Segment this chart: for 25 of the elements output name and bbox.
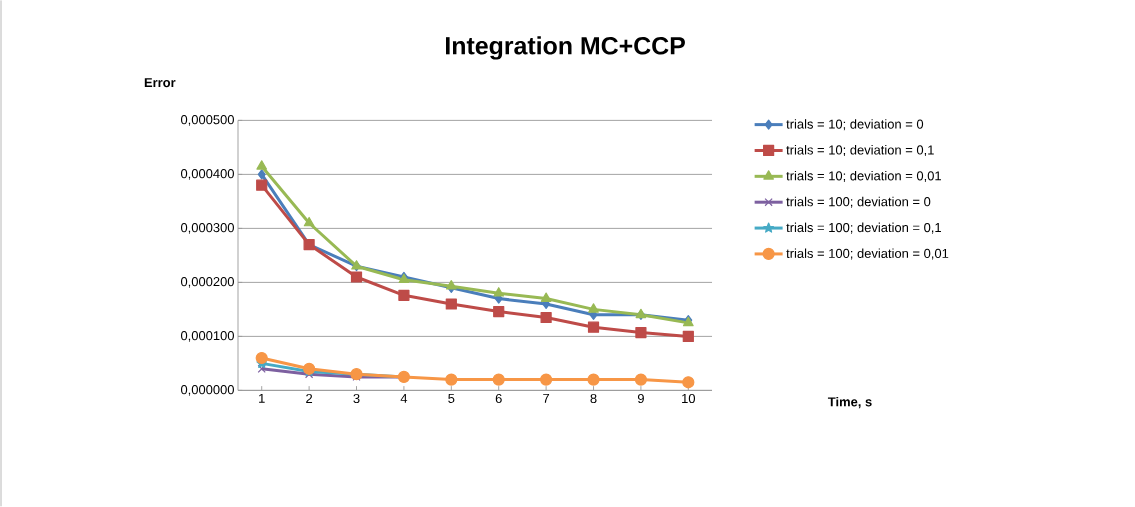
legend-label: trials = 10; deviation = 0,01 [786,171,941,183]
text: Time, s [827,397,872,409]
legend-label: trials = 100; deviation = 0 [786,196,931,208]
y-tick-label: 0,000500 [180,115,234,126]
x-tick-label: 5 [448,394,455,404]
legend-label: trials = 100; deviation = 0,1 [786,222,941,234]
x-tick-label: 1 [259,394,265,403]
chart-title: Integration MC+CCP [446,36,685,60]
x-tick-label: 4 [400,394,408,403]
y-tick-label: 0,000300 [180,223,234,234]
y-tick-label: 0,000400 [180,169,234,180]
legend-label: trials = 100; deviation = 0,01 [786,248,949,260]
x-tick-label: 2 [306,394,313,404]
x-tick-label: 6 [495,394,502,404]
x-tick-label: 9 [637,394,644,404]
x-tick-label: 7 [543,394,550,403]
y-axis-title: Error [144,78,176,88]
legend-label: trials = 10; deviation = 0,1 [786,145,934,157]
x-tick-label: 10 [682,394,696,404]
legend-label: trials = 10; deviation = 0 [786,119,924,131]
y-tick-label: 0,000200 [180,277,234,288]
x-tick-label: 3 [353,394,360,404]
y-tick-label: 0,000000 [180,385,234,396]
y-tick-label: 0,000100 [180,331,234,342]
x-tick-label: 8 [590,394,597,404]
